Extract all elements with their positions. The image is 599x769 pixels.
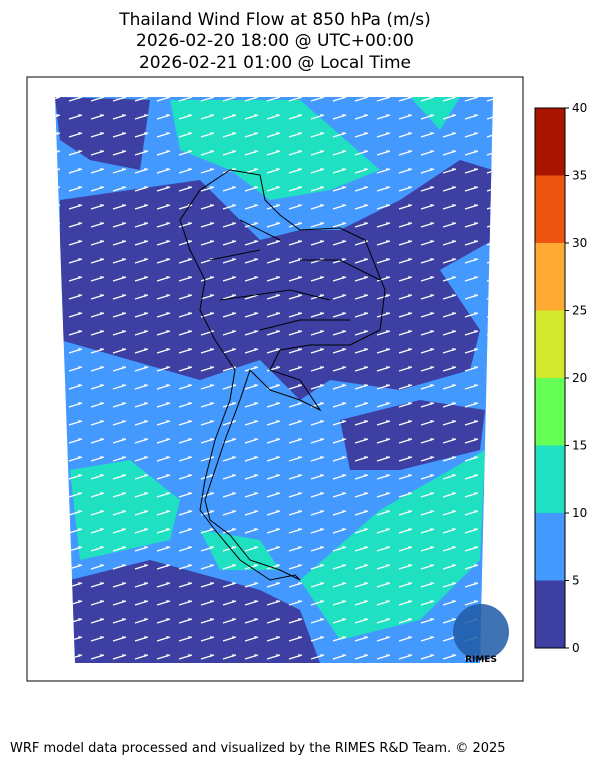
logo: RIMES <box>453 604 509 665</box>
colorbar-bin <box>535 108 565 176</box>
colorbar-frame <box>534 107 566 649</box>
colorbar-tick-label: 35 <box>572 169 587 183</box>
colorbar-tick-label: 30 <box>572 236 587 250</box>
colorbar-tick-label: 5 <box>572 574 580 588</box>
colorbar-bin <box>535 580 565 648</box>
colorbar-bin <box>535 445 565 513</box>
title-line: 2026-02-21 01:00 @ Local Time <box>139 53 411 73</box>
title-line: 2026-02-20 18:00 @ UTC+00:00 <box>136 31 414 51</box>
colorbar-bin <box>535 175 565 243</box>
colorbar-bin <box>535 310 565 378</box>
colorbar-tick-label: 20 <box>572 371 587 385</box>
colorbar-tick-label: 25 <box>572 304 587 318</box>
logo-text: RIMES <box>465 655 497 665</box>
colorbar-bin <box>535 243 565 311</box>
colorbar-tick-label: 15 <box>572 439 587 453</box>
colorbar-tick-label: 0 <box>572 641 580 655</box>
colorbar-bin <box>535 513 565 581</box>
colorbar-tick-label: 10 <box>572 506 587 520</box>
colorbar-bin <box>535 378 565 446</box>
footer: WRF model data processed and visualized … <box>10 741 506 756</box>
colorbar: 0 5 10 15 20 25 30 35 40 <box>535 101 587 655</box>
colorbar-tick-label: 40 <box>572 101 587 115</box>
boundaries <box>179 169 386 581</box>
wind-field <box>55 97 493 663</box>
title-line: Thailand Wind Flow at 850 hPa (m/s) <box>118 10 431 30</box>
